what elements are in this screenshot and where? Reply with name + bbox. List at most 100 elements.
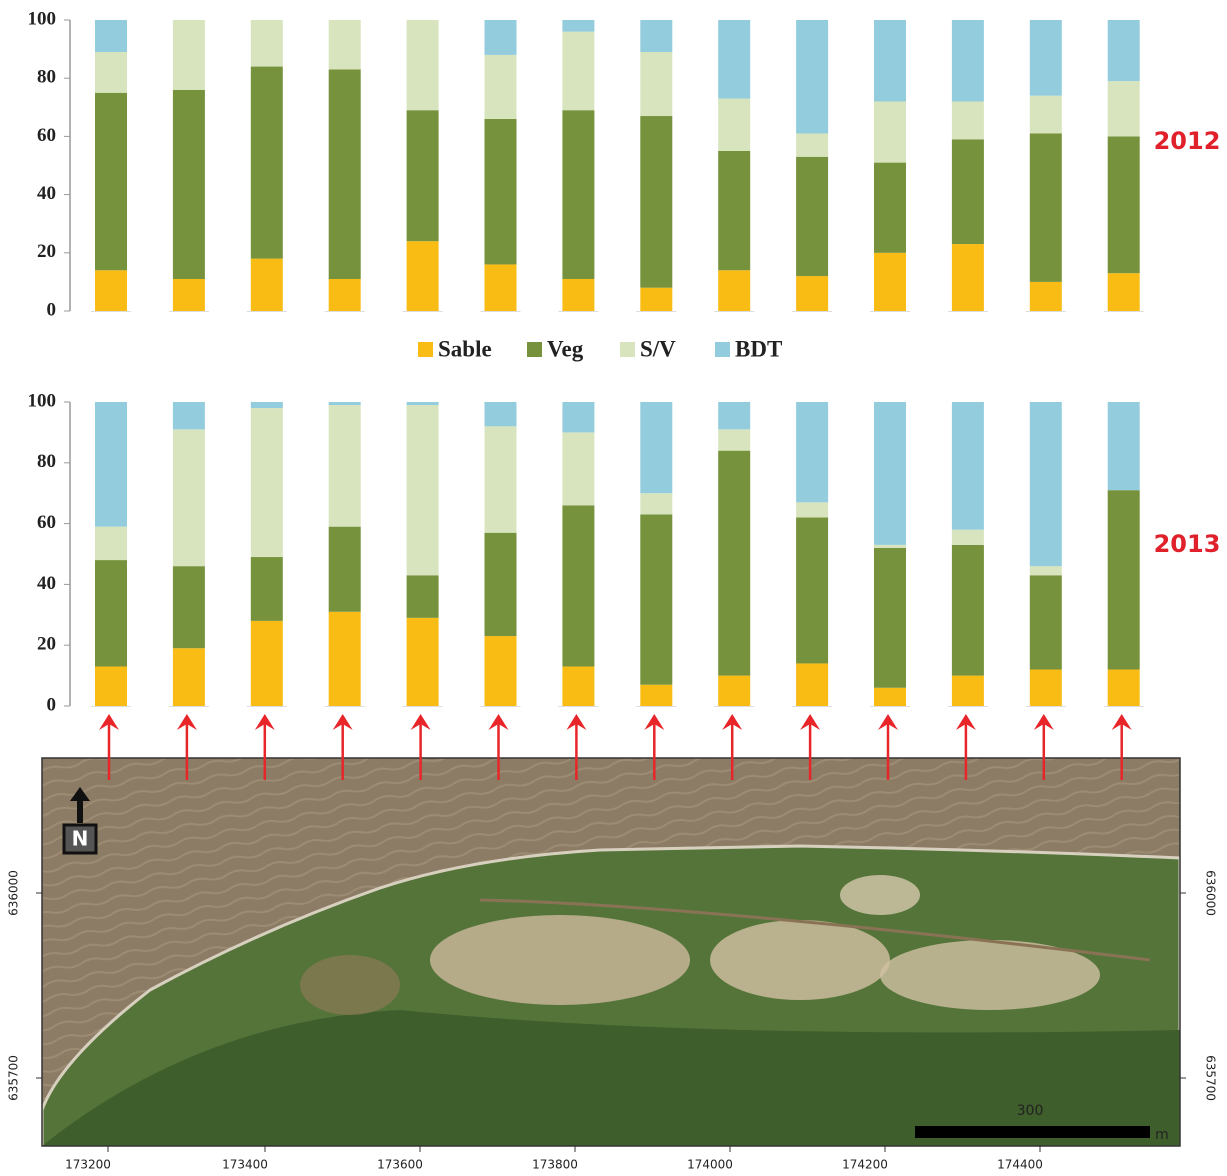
legend-label: Veg [547, 336, 584, 361]
bar-segment [874, 402, 906, 545]
bar-segment [640, 287, 673, 311]
bar-segment [172, 566, 205, 649]
bar-segment [951, 402, 984, 530]
y-tick-label: 60 [37, 125, 56, 146]
legend-swatch [418, 342, 433, 357]
bar-segment [796, 156, 829, 277]
bar-segment [562, 666, 595, 706]
bar-segment [796, 133, 829, 157]
bar-segment [718, 150, 751, 271]
bar-segment [874, 687, 906, 706]
map-x-label: 173200 [65, 1158, 111, 1172]
y-tick-label: 40 [37, 573, 56, 594]
bar-segment [951, 139, 984, 245]
arrow-head [644, 714, 665, 730]
arrow-head [878, 714, 898, 730]
bar-segment [718, 98, 751, 151]
bar-segment [95, 402, 127, 527]
bar-segment [95, 666, 127, 706]
bar-segment [951, 244, 984, 311]
map-y-label: 636000 [7, 870, 21, 916]
legend-swatch [620, 342, 635, 357]
bar-segment [250, 66, 283, 259]
bar-segment [562, 432, 595, 506]
north-arrow [62, 787, 98, 855]
legend-label: BDT [735, 336, 782, 361]
bar-segment [250, 258, 283, 311]
bar-segment [874, 162, 906, 253]
bar-segment [406, 617, 439, 706]
bar-segment [951, 544, 984, 676]
bar-segment [718, 402, 751, 430]
bar-segment [484, 264, 517, 311]
chart-title: 2013 [1154, 530, 1221, 558]
bar-segment [640, 20, 673, 53]
scale-bar [915, 1126, 1150, 1138]
bar-segment [406, 20, 439, 111]
bar-segment [796, 502, 829, 518]
y-tick-label: 80 [37, 67, 56, 88]
bar-segment [95, 560, 127, 667]
bar-segment [95, 52, 127, 93]
bar-segment [640, 514, 673, 685]
arrow-head [99, 714, 119, 730]
bar-segment [562, 20, 595, 32]
y-tick-label: 60 [37, 512, 56, 533]
bar-segment [640, 402, 673, 494]
bar-segment [1029, 402, 1062, 567]
bar-segment [1107, 669, 1140, 706]
bar-segment [718, 450, 751, 676]
bar-segment [406, 110, 439, 242]
bar-segment [328, 278, 361, 311]
bar-segment [951, 529, 984, 545]
bar-segment [1029, 575, 1062, 670]
scale-label: 300 [1017, 1103, 1044, 1119]
bar-segment [640, 52, 673, 117]
arrow-head [722, 714, 743, 730]
bar-segment [796, 517, 829, 664]
bar-segment [328, 402, 361, 406]
bar-segment [796, 663, 829, 706]
bar-segment [250, 20, 283, 67]
y-tick-label: 0 [47, 694, 57, 715]
bar-segment [172, 429, 205, 567]
map-y-label: 635700 [7, 1055, 21, 1101]
bar-segment [328, 611, 361, 706]
bar-segment [562, 278, 595, 311]
bar-segment [951, 675, 984, 706]
bar-segment [562, 505, 595, 667]
bar-segment [718, 270, 751, 311]
bar-segment [1029, 566, 1062, 576]
y-tick-label: 0 [47, 299, 57, 320]
bar-segment [1107, 136, 1140, 274]
bar-segment [1107, 402, 1140, 491]
map-x-label: 174400 [997, 1158, 1043, 1172]
bar-segment [172, 648, 205, 706]
bar-segment [1029, 669, 1062, 706]
arrow-head [332, 714, 353, 730]
bar-segment [874, 20, 906, 102]
bar-segment [328, 20, 361, 70]
bar-segment [874, 547, 906, 688]
bar-segment [796, 276, 829, 311]
bar-segment [1029, 281, 1062, 311]
bar-segment [484, 54, 517, 119]
arrow-head [955, 714, 976, 730]
bar-segment [95, 270, 127, 311]
legend-label: Sable [438, 336, 492, 361]
bar-segment [1107, 81, 1140, 137]
arrow-head [800, 714, 821, 730]
y-tick-label: 40 [37, 183, 56, 204]
arrow-head [1111, 714, 1132, 730]
bar-segment [406, 241, 439, 311]
bar-segment [95, 526, 127, 561]
map-x-label: 174000 [687, 1158, 733, 1172]
bar-segment [1029, 20, 1062, 96]
y-tick-label: 20 [37, 241, 56, 262]
bar-segment [1029, 95, 1062, 134]
arrow-head [410, 714, 431, 730]
bar-segment [250, 557, 283, 621]
bar-segment [640, 493, 673, 515]
arrow-head [488, 714, 509, 730]
